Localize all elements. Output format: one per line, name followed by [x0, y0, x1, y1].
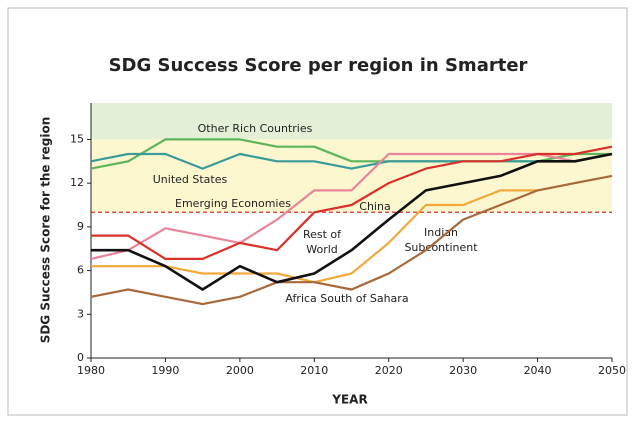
- series-label: Indian: [424, 226, 458, 239]
- series-label: China: [359, 200, 390, 213]
- y-tick-label: 12: [70, 176, 84, 189]
- x-tick-label: 2030: [449, 364, 477, 377]
- band: [91, 103, 612, 140]
- chart-title: SDG Success Score per region in Smarter: [109, 55, 528, 76]
- series-label: United States: [153, 173, 228, 186]
- series-line: [90, 152, 613, 170]
- series-line: [90, 174, 613, 306]
- x-tick-label: 2050: [598, 364, 626, 377]
- x-tick-label: 2020: [375, 364, 403, 377]
- y-tick-label: 9: [77, 220, 84, 233]
- x-tick-label: 1980: [77, 364, 105, 377]
- y-axis-label: SDG Success Score for the region: [39, 117, 53, 344]
- x-tick-label: 1990: [151, 364, 179, 377]
- band: [91, 139, 612, 213]
- series-label: Other Rich Countries: [198, 122, 313, 135]
- series-label: Subcontinent: [404, 241, 478, 254]
- y-tick-label: 6: [77, 264, 84, 277]
- series-line: [91, 145, 613, 260]
- y-tick-label: 3: [77, 307, 84, 320]
- series-line: [90, 152, 613, 260]
- x-tick-label: 2000: [226, 364, 254, 377]
- x-axis-label: YEAR: [331, 393, 367, 407]
- series-line: [91, 152, 613, 291]
- series-label: Rest of: [303, 228, 342, 241]
- y-tick-label: 0: [77, 351, 84, 364]
- series-label: Emerging Economies: [175, 197, 291, 210]
- x-tick-label: 2040: [524, 364, 552, 377]
- series-label: Africa South of Sahara: [285, 292, 408, 305]
- x-tick-label: 2010: [300, 364, 328, 377]
- series-label: World: [306, 243, 338, 256]
- y-tick-label: 15: [70, 132, 84, 145]
